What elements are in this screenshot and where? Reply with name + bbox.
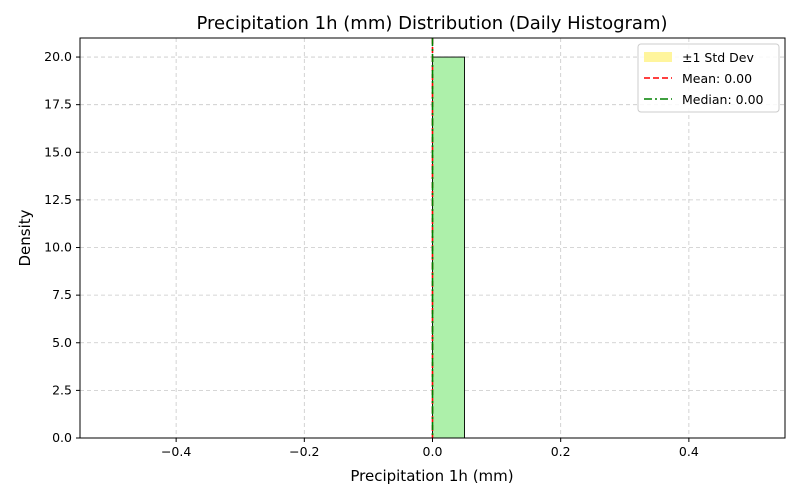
- x-tick-label: −0.4: [161, 444, 191, 459]
- ticks-layer: −0.4 −0.2 0.0 0.2 0.4 0.0 2.5 5.0 7.5 10.0 12.5 15.…: [44, 49, 699, 459]
- y-tick-label: 15.0: [44, 144, 72, 159]
- legend: ±1 Std Dev Mean: 0.00 Median: 0.00: [637, 43, 780, 113]
- bars-layer: [432, 56, 465, 439]
- y-tick-label: 17.5: [44, 97, 72, 112]
- x-tick-label: 0.4: [679, 444, 699, 459]
- y-tick-label: 0.0: [52, 430, 72, 445]
- legend-std-label: ±1 Std Dev: [682, 50, 754, 65]
- y-tick-label: 5.0: [52, 335, 72, 350]
- y-axis-title: Density: [16, 209, 34, 266]
- y-tick-label: 20.0: [44, 49, 72, 64]
- legend-mean-label: Mean: 0.00: [682, 71, 752, 86]
- y-tick-label: 2.5: [52, 382, 72, 397]
- y-tick-label: 12.5: [44, 192, 72, 207]
- x-tick-label: −0.2: [289, 444, 319, 459]
- y-tick-label: 7.5: [52, 287, 72, 302]
- chart-title: Precipitation 1h (mm) Distribution (Dail…: [196, 13, 667, 34]
- legend-box: [637, 43, 780, 113]
- y-tick-label: 10.0: [44, 240, 72, 255]
- x-tick-label: 0.0: [423, 444, 443, 459]
- legend-median-label: Median: 0.00: [682, 92, 764, 107]
- histogram-bar: [432, 56, 465, 439]
- x-tick-label: 0.2: [551, 444, 571, 459]
- legend-std-swatch: [644, 52, 672, 62]
- x-axis-title: Precipitation 1h (mm): [350, 467, 513, 485]
